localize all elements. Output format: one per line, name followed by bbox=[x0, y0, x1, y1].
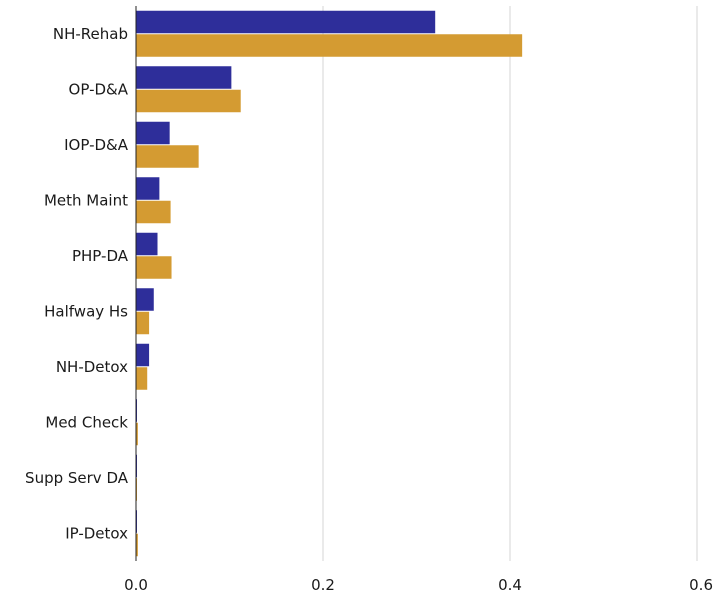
x-tick-labels: 0.0 0.2 0.4 0.6 bbox=[124, 576, 713, 594]
category-labels: NH-Rehab OP-D&A IOP-D&A Meth Maint PHP-DA Hal… bbox=[25, 25, 129, 543]
category-label-7: Med Check bbox=[45, 413, 128, 431]
category-label-8: Supp Serv DA bbox=[25, 469, 129, 487]
bar-s2-3 bbox=[136, 200, 171, 224]
bar-s2-2 bbox=[136, 145, 199, 168]
bar-s2-9 bbox=[136, 533, 138, 557]
bar-layer bbox=[136, 10, 523, 557]
bar-s2-1 bbox=[136, 89, 241, 113]
bar-s1-5 bbox=[136, 288, 154, 311]
bar-s1-6 bbox=[136, 343, 150, 367]
x-tick-label-1: 0.2 bbox=[311, 576, 335, 594]
x-tick-label-0: 0.0 bbox=[124, 576, 148, 594]
category-label-2: IOP-D&A bbox=[64, 136, 129, 154]
x-tick-label-2: 0.4 bbox=[498, 576, 522, 594]
bar-s1-2 bbox=[136, 121, 170, 145]
bar-s1-0 bbox=[136, 10, 436, 34]
category-label-9: IP-Detox bbox=[65, 524, 128, 542]
bar-s2-5 bbox=[136, 311, 150, 335]
grid-layer bbox=[322, 6, 698, 561]
bar-s2-0 bbox=[136, 34, 523, 57]
bar-s1-4 bbox=[136, 232, 158, 256]
bar-s2-7 bbox=[136, 422, 138, 446]
bar-s1-1 bbox=[136, 66, 232, 89]
bar-s2-4 bbox=[136, 256, 172, 279]
x-tick-label-3: 0.6 bbox=[689, 576, 713, 594]
category-label-6: NH-Detox bbox=[56, 358, 128, 376]
category-label-5: Halfway Hs bbox=[44, 302, 128, 320]
category-label-3: Meth Maint bbox=[44, 191, 128, 209]
category-label-1: OP-D&A bbox=[69, 80, 129, 98]
category-label-0: NH-Rehab bbox=[53, 25, 128, 43]
bar-s2-6 bbox=[136, 367, 148, 390]
bar-s1-3 bbox=[136, 177, 160, 200]
category-label-4: PHP-DA bbox=[72, 247, 129, 265]
